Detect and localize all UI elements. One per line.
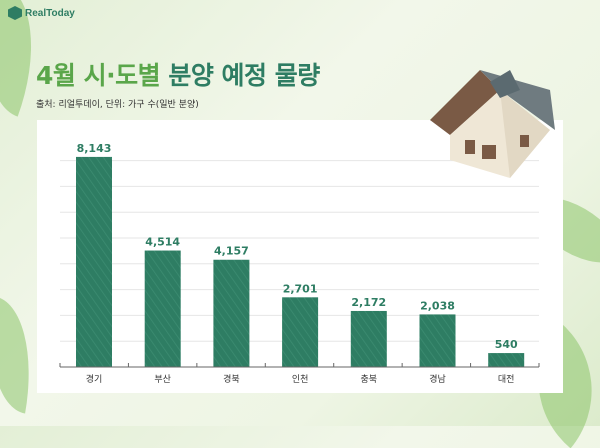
category-label: 경기 [86,373,103,385]
logo-text: RealToday [25,7,75,19]
bar [282,297,319,367]
data-label: 4,514 [145,236,180,249]
bar [419,314,456,367]
title-part2: 분양 예정 물량 [168,61,320,90]
subtitle: 출처: 리얼투데이, 단위: 가구 수(일반 분양) [36,100,199,110]
data-label: 2,172 [351,296,386,309]
category-label: 경북 [223,373,240,385]
title-part1: 4월 시·도별 [36,61,161,90]
page-title: 4월 시·도별 분양 예정 물량 [36,56,320,92]
data-label: 4,157 [214,245,249,258]
data-label: 2,038 [420,299,455,312]
bar [350,310,387,367]
bar [488,353,525,367]
category-label: 대전 [498,374,515,385]
bar [144,250,181,367]
logo-icon [8,6,22,20]
category-label: 인천 [292,374,309,385]
category-label: 부산 [154,374,171,385]
bar [213,259,250,367]
bar [76,156,112,367]
house-illustration [420,50,560,180]
bar-chart: 8,143 4,514 4,157 2,701 2,172 2,038 540 경기 부산 경북 인… [59,142,540,385]
brand-logo: RealToday [8,6,75,20]
data-label: 2,701 [283,282,318,295]
category-label: 충북 [361,374,378,385]
data-label: 8,143 [77,142,112,155]
data-label: 540 [495,338,518,351]
category-label: 경남 [429,373,446,385]
